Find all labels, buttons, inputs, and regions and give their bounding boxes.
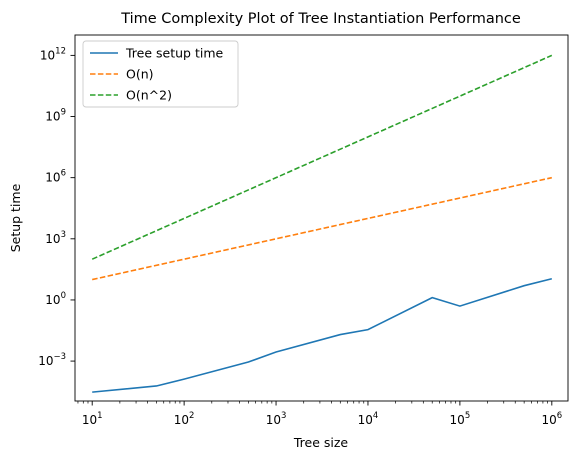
legend-label-3: O(n^2) xyxy=(126,88,172,103)
y-tick-label: 100 xyxy=(45,291,66,307)
x-tick-label: 105 xyxy=(450,411,471,427)
series-line-1 xyxy=(92,277,553,393)
x-tick-label: 104 xyxy=(358,411,379,427)
plot-frame xyxy=(74,34,569,402)
x-tick-label: 101 xyxy=(82,411,103,427)
legend-label-1: Tree setup time xyxy=(125,46,224,61)
series-line-3 xyxy=(91,54,553,260)
chart-title: Time Complexity Plot of Tree Instantiati… xyxy=(120,11,521,27)
x-tick-label: 102 xyxy=(174,411,195,427)
y-axis-ticks: 10−3 100 103 106 109 1012 xyxy=(38,46,75,368)
x-axis-ticks: 101 102 103 104 105 106 xyxy=(77,401,562,427)
legend: Tree setup time O(n) O(n^2) xyxy=(82,40,239,108)
x-tick-label: 106 xyxy=(541,411,562,427)
x-axis-label: Tree size xyxy=(293,435,349,450)
y-tick-label: 10−3 xyxy=(38,352,66,368)
x-tick-label: 103 xyxy=(266,411,287,427)
legend-box xyxy=(82,40,239,108)
y-tick-label: 1012 xyxy=(40,46,66,62)
legend-label-2: O(n) xyxy=(126,67,154,82)
y-tick-label: 106 xyxy=(45,169,66,185)
series-line-2 xyxy=(92,176,552,281)
y-axis-label: Setup time xyxy=(8,183,23,252)
series-layer xyxy=(91,54,553,393)
y-tick-label: 109 xyxy=(45,108,66,124)
y-tick-label: 103 xyxy=(45,230,66,246)
